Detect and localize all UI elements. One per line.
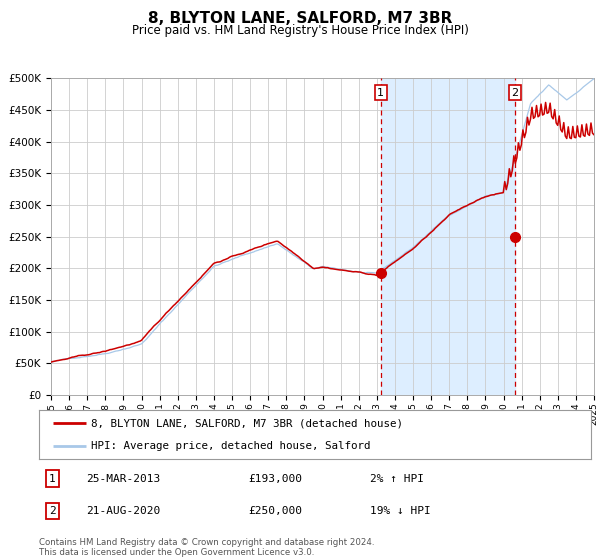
Text: Contains HM Land Registry data © Crown copyright and database right 2024.: Contains HM Land Registry data © Crown c… bbox=[39, 538, 374, 547]
Text: Price paid vs. HM Land Registry's House Price Index (HPI): Price paid vs. HM Land Registry's House … bbox=[131, 24, 469, 36]
Text: 8, BLYTON LANE, SALFORD, M7 3BR (detached house): 8, BLYTON LANE, SALFORD, M7 3BR (detache… bbox=[91, 418, 403, 428]
Text: HPI: Average price, detached house, Salford: HPI: Average price, detached house, Salf… bbox=[91, 441, 371, 451]
Text: 1: 1 bbox=[49, 474, 56, 484]
Text: £193,000: £193,000 bbox=[249, 474, 303, 484]
Text: 8, BLYTON LANE, SALFORD, M7 3BR: 8, BLYTON LANE, SALFORD, M7 3BR bbox=[148, 11, 452, 26]
Text: This data is licensed under the Open Government Licence v3.0.: This data is licensed under the Open Gov… bbox=[39, 548, 314, 557]
Text: £250,000: £250,000 bbox=[249, 506, 303, 516]
Text: 25-MAR-2013: 25-MAR-2013 bbox=[86, 474, 160, 484]
Bar bbox=[381, 78, 515, 395]
Text: 2: 2 bbox=[511, 87, 518, 97]
Text: 19% ↓ HPI: 19% ↓ HPI bbox=[370, 506, 431, 516]
Text: 2: 2 bbox=[49, 506, 56, 516]
Text: 1: 1 bbox=[377, 87, 384, 97]
Text: 21-AUG-2020: 21-AUG-2020 bbox=[86, 506, 160, 516]
Text: 2% ↑ HPI: 2% ↑ HPI bbox=[370, 474, 424, 484]
